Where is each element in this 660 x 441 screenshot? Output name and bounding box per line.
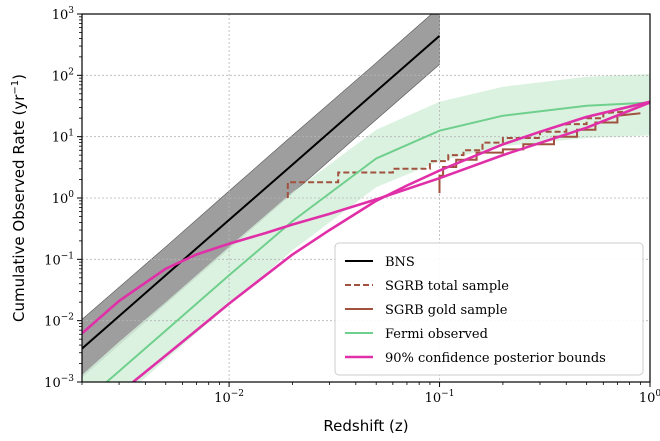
line-90-confidence-posterior-bounds	[82, 101, 650, 335]
y-tick-label: 100	[52, 190, 75, 207]
line-sgrb-total-sample	[286, 110, 630, 198]
y-tick-label: 103	[52, 6, 75, 23]
line-series-5	[132, 100, 650, 382]
legend-label-90-confidence-posterior-bounds: 90% confidence posterior bounds	[385, 351, 606, 366]
x-tick-label: 10−1	[425, 389, 455, 406]
legend-label-fermi-observed: Fermi observed	[385, 327, 488, 342]
line-fermi-observed	[105, 101, 650, 382]
y-axis-label-end: )	[10, 74, 28, 80]
y-tick-label: 102	[52, 67, 74, 84]
axis-ticks: 10−2 10−1 100 10−3 10−2 10−1 100 101 102 103	[44, 6, 660, 406]
legend-label-sgrb-gold-sample: SGRB gold sample	[385, 303, 508, 318]
y-axis-label: Cumulative Observed Rate (yr−1)	[10, 74, 28, 322]
y-tick-label: 101	[52, 129, 74, 146]
x-axis-label: Redshift (z)	[323, 417, 408, 435]
y-axis-label-main: Cumulative Observed Rate (yr	[10, 94, 28, 322]
legend-label-sgrb-total-sample: SGRB total sample	[385, 279, 509, 294]
line-bns	[82, 35, 441, 350]
y-tick-label: 10−3	[44, 374, 74, 391]
legend-box	[334, 242, 644, 376]
x-tick-label: 100	[639, 389, 660, 406]
legend-label-bns: BNS	[385, 255, 415, 270]
y-axis-label-sup: −1	[10, 80, 21, 95]
y-tick-label: 10−2	[44, 313, 74, 330]
y-tick-label: 10−1	[44, 251, 74, 268]
band-fermi-observed	[82, 74, 650, 382]
legend: BNS SGRB total sample SGRB gold sample Ferm…	[334, 242, 644, 376]
series-lines	[82, 35, 650, 382]
x-tick-label: 10−2	[214, 389, 244, 406]
